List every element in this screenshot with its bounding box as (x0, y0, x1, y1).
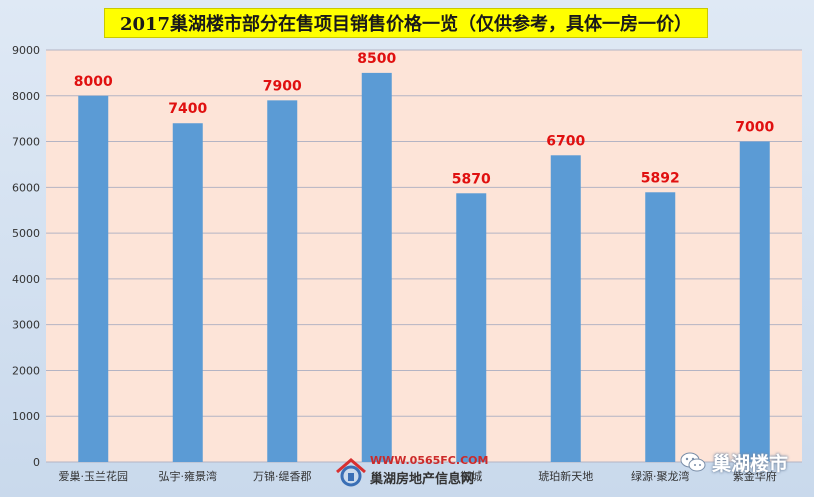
house-logo-icon (336, 458, 366, 487)
x-tick-label: 紫金华府 (733, 469, 777, 483)
data-label: 7900 (263, 78, 302, 94)
x-tick-label: 弘宇·雍景湾 (159, 469, 218, 483)
bar (78, 95, 109, 463)
plot-area (46, 50, 802, 462)
bar (645, 192, 676, 462)
x-tick-label: 御城 (460, 469, 482, 483)
y-tick-label: 5000 (12, 227, 40, 240)
y-tick-label: 9000 (12, 44, 40, 57)
watermark-name: 巢湖房地产信息网 (370, 472, 475, 487)
watermark: WWW.0565FC.COM 巢湖房地产信息网 (330, 452, 490, 492)
data-label: 5870 (452, 171, 491, 187)
y-tick-label: 8000 (12, 90, 40, 103)
data-label: 6700 (546, 133, 585, 149)
y-tick-label: 6000 (12, 181, 40, 194)
bar (550, 155, 581, 463)
y-tick-label: 7000 (12, 136, 40, 149)
y-tick-label: 1000 (12, 410, 40, 423)
wechat-brand: 巢湖楼市 (680, 448, 788, 476)
x-tick-label: 爱巢·玉兰花园 (59, 470, 129, 483)
bar (739, 141, 770, 463)
x-tick-label: 万锦·缇香郡 (253, 469, 312, 483)
y-tick-label: 0 (33, 456, 40, 469)
x-tick-label: 琥珀新天地 (538, 469, 593, 483)
bar (361, 72, 392, 462)
data-label: 5892 (641, 170, 680, 186)
y-tick-label: 4000 (12, 273, 40, 286)
y-tick-label: 2000 (12, 364, 40, 377)
bar (172, 123, 203, 462)
chart-title: 2017巢湖楼市部分在售项目销售价格一览（仅供参考，具体一房一价） (104, 8, 708, 38)
data-label: 7400 (168, 101, 207, 117)
bar (456, 193, 487, 463)
data-label: 8500 (357, 51, 396, 67)
brand-name: 巢湖楼市 (712, 452, 789, 475)
data-label: 8000 (74, 74, 113, 90)
x-tick-label: 绿源·聚龙湾 (631, 469, 690, 483)
y-tick-label: 3000 (12, 319, 40, 332)
bar (267, 100, 298, 462)
data-label: 7000 (735, 120, 774, 136)
watermark-url: WWW.0565FC.COM (370, 454, 489, 467)
wechat-icon (680, 452, 706, 472)
